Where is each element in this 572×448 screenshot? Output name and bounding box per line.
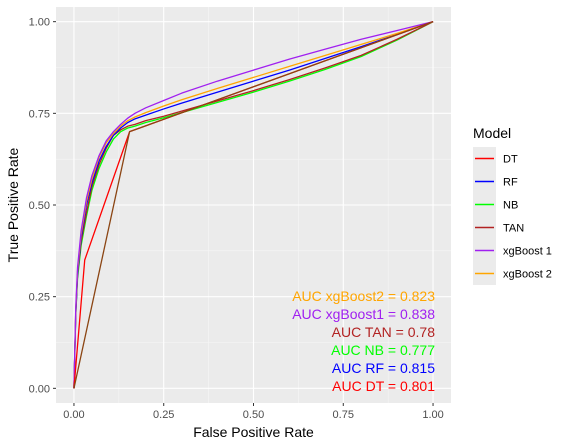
legend-label: NB: [503, 200, 518, 212]
legend-item: TAN: [473, 216, 524, 239]
series-line-xgboost-1: [73, 21, 434, 389]
auc-annotation: AUC NB = 0.777: [331, 342, 435, 358]
legend-label: xgBoost 1: [503, 246, 552, 258]
x-tick-label: 0.50: [243, 409, 264, 421]
y-axis: 0.00 0.25 0.50 0.75 1.00: [29, 17, 56, 395]
legend-label: DT: [503, 154, 518, 166]
auc-annotation: AUC DT = 0.801: [332, 378, 435, 394]
auc-annotation: AUC TAN = 0.78: [332, 324, 436, 340]
x-tick-label: 0.25: [153, 409, 174, 421]
x-tick-label: 0.00: [63, 409, 84, 421]
legend-item: xgBoost 2: [473, 262, 552, 285]
x-tick-label: 1.00: [422, 409, 443, 421]
y-tick-label: 1.00: [29, 17, 50, 29]
x-tick-label: 0.75: [333, 409, 354, 421]
y-tick-label: 0.00: [29, 383, 50, 395]
y-tick-label: 0.50: [29, 200, 50, 212]
auc-annotation: AUC xgBoost2 = 0.823: [292, 288, 435, 304]
auc-annotations: AUC xgBoost2 = 0.823 AUC xgBoost1 = 0.838…: [292, 288, 435, 394]
legend-label: TAN: [503, 223, 524, 235]
auc-annotation: AUC RF = 0.815: [332, 360, 435, 376]
series-line-dt-rf-straight: [73, 21, 434, 389]
y-tick-label: 0.75: [29, 108, 50, 120]
legend-title: Model: [473, 125, 511, 141]
legend: Model DT RF NB TAN xgBoost 1 xgBoost 2: [473, 125, 552, 285]
series-line-nb: [73, 21, 434, 389]
y-axis-title: True Positive Rate: [5, 147, 21, 262]
y-tick-label: 0.25: [29, 292, 50, 304]
x-axis: 0.00 0.25 0.50 0.75 1.00: [63, 403, 444, 421]
legend-item: DT: [473, 147, 518, 170]
auc-annotation: AUC xgBoost1 = 0.838: [292, 306, 435, 322]
legend-item: NB: [473, 193, 518, 216]
series-lines: [73, 21, 434, 389]
series-line-tan: [73, 21, 434, 389]
legend-item: xgBoost 1: [473, 239, 552, 262]
legend-label: xgBoost 2: [503, 269, 552, 281]
legend-item: RF: [473, 170, 518, 193]
grid-lines: [56, 7, 451, 403]
x-axis-title: False Positive Rate: [193, 424, 314, 440]
legend-label: RF: [503, 177, 518, 189]
